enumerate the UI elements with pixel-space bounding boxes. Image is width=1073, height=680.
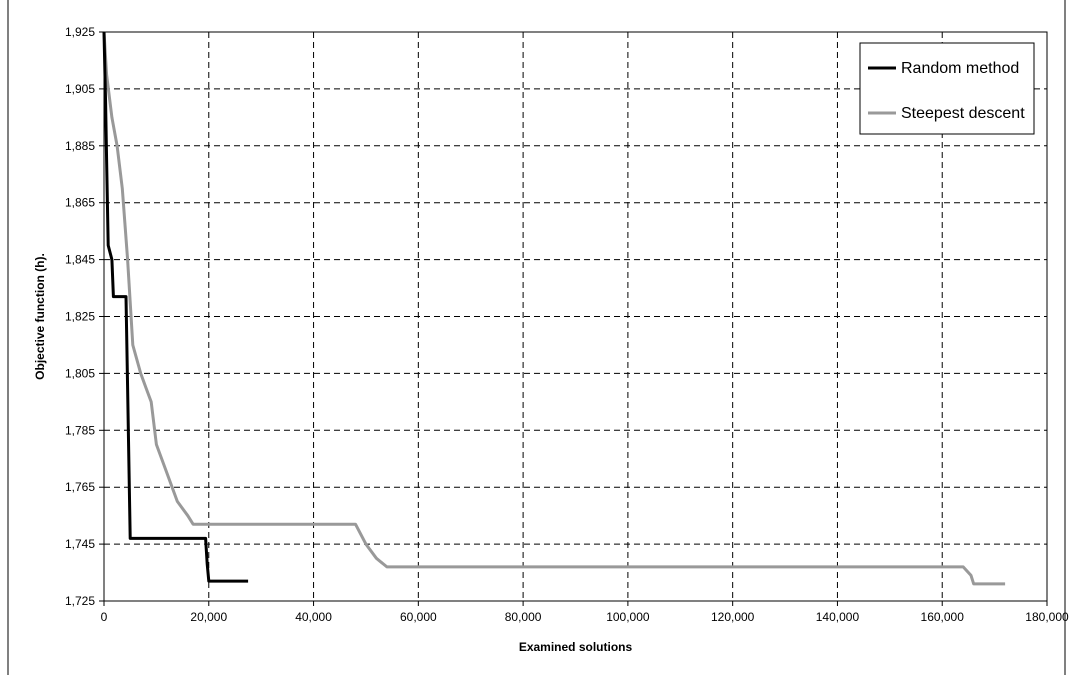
y-axis-ticks: 1,725 1,745 1,765 1,785 1,805 1,825 1,845 1,865… (65, 25, 104, 608)
x-tick-label: 180,000 (1025, 610, 1069, 624)
y-tick-label: 1,885 (65, 139, 95, 153)
y-tick-label: 1,725 (65, 594, 95, 608)
x-tick-label: 80,000 (505, 610, 542, 624)
x-axis-title: Examined solutions (519, 640, 633, 654)
x-tick-label: 100,000 (606, 610, 650, 624)
x-tick-label: 140,000 (816, 610, 860, 624)
x-tick-label: 60,000 (400, 610, 437, 624)
y-tick-label: 1,865 (65, 196, 95, 210)
x-tick-label: 0 (101, 610, 108, 624)
y-tick-label: 1,785 (65, 423, 95, 437)
series-line-steepest-descent (102, 31, 1006, 586)
x-tick-label: 40,000 (295, 610, 332, 624)
y-tick-label: 1,765 (65, 480, 95, 494)
y-tick-label: 1,805 (65, 366, 95, 380)
legend-box (859, 42, 1035, 135)
y-tick-label: 1,745 (65, 537, 95, 551)
y-tick-label: 1,925 (65, 25, 95, 39)
x-axis-ticks: 0 20,000 40,000 60,000 80,000 100,000 120,000 1… (101, 601, 1069, 624)
y-tick-label: 1,905 (65, 82, 95, 96)
x-tick-label: 20,000 (190, 610, 227, 624)
x-tick-label: 160,000 (921, 610, 965, 624)
legend-label-random-method: Random method (901, 60, 1019, 77)
y-tick-label: 1,825 (65, 310, 95, 324)
legend-label-steepest-descent: Steepest descent (901, 105, 1025, 122)
x-tick-label: 120,000 (711, 610, 755, 624)
series-line-random-method (102, 31, 249, 583)
series-layer (102, 31, 1006, 586)
legend: Random method Steepest descent (859, 42, 1035, 135)
y-tick-label: 1,845 (65, 253, 95, 267)
y-axis-title: Objective function (h). (33, 253, 47, 380)
grid (104, 32, 1047, 601)
